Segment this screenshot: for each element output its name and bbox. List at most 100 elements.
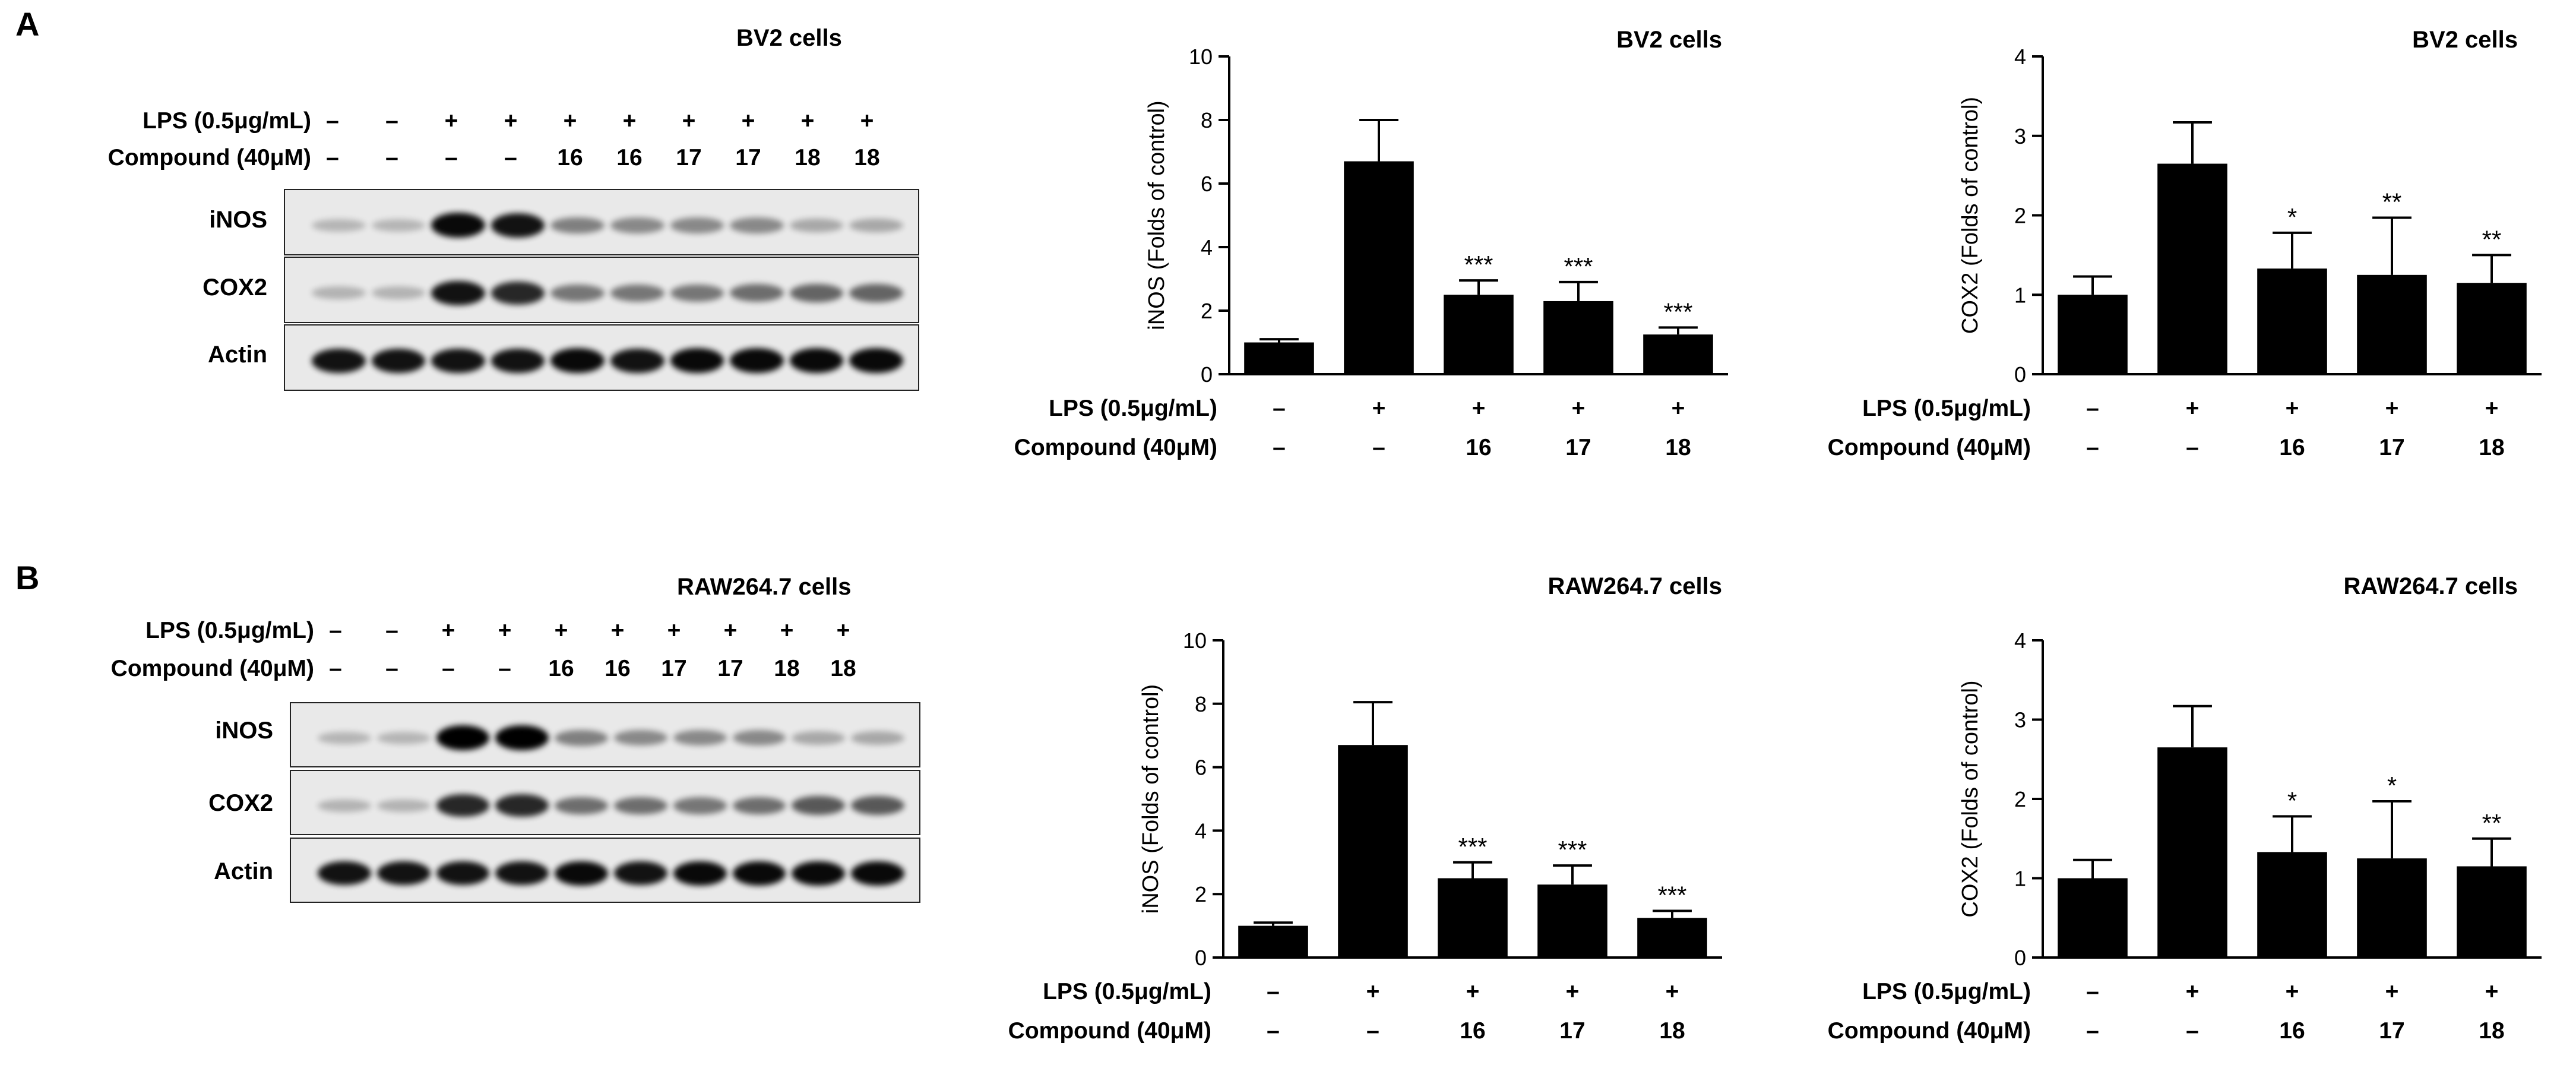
blot-band	[317, 861, 371, 886]
treatment-label: LPS (0.5μg/mL)	[1049, 396, 1217, 421]
bar	[2157, 163, 2227, 374]
blot-band	[376, 799, 431, 812]
treatment-cell: +	[1472, 396, 1486, 421]
y-tick-label: 1	[2014, 283, 2026, 307]
y-tick-label: 3	[2014, 708, 2026, 732]
bar	[2257, 268, 2327, 374]
bar	[1338, 745, 1408, 958]
blot-band	[730, 217, 784, 233]
treatment-cell: 17	[1559, 1018, 1585, 1044]
blot-band	[371, 348, 426, 373]
y-tick-label: 0	[1201, 362, 1213, 387]
significance-mark: **	[2482, 225, 2502, 253]
treatment-label: LPS (0.5μg/mL)	[1862, 396, 2031, 421]
bar	[1444, 295, 1514, 374]
panel-letter-a: A	[15, 5, 40, 43]
blot-band	[371, 219, 426, 232]
bar	[1643, 334, 1713, 374]
treatment-cell: –	[1273, 396, 1286, 421]
treatment-cell: –	[2086, 1018, 2099, 1044]
treatment-cell: –	[326, 145, 339, 170]
blot-band	[792, 796, 846, 816]
blot-band	[550, 217, 605, 234]
blot-band	[431, 280, 485, 305]
treatment-cell: +	[836, 618, 850, 643]
blot-band	[789, 348, 844, 374]
blot-band	[312, 286, 366, 300]
blot-band	[670, 348, 724, 374]
significance-mark: ***	[1464, 251, 1493, 279]
blot-band	[732, 730, 786, 746]
bar	[2058, 878, 2128, 958]
treatment-cell: –	[2086, 396, 2099, 421]
blot-band	[495, 861, 549, 886]
y-tick-label: 10	[1183, 628, 1207, 653]
blot-band	[851, 796, 904, 816]
chart-title: RAW264.7 cells	[1548, 573, 1723, 599]
blot-band	[849, 218, 903, 232]
treatment-cell: –	[385, 656, 398, 681]
y-tick-label: 0	[2014, 362, 2026, 387]
blot-band	[789, 218, 844, 232]
treatment-cell: +	[610, 618, 625, 643]
treatment-cell: +	[2286, 979, 2299, 1004]
bar-chart-1: BV2 cells 0 2 4 6 8 10 iNOS (Folds of control) *…	[1014, 27, 1728, 460]
treatment-cell: +	[860, 108, 874, 134]
y-tick-label: 2	[1195, 882, 1207, 906]
blot-strip-cox2	[290, 770, 920, 835]
blot-label-cox2: COX2	[208, 790, 273, 816]
blot-strip-cox2	[284, 257, 919, 323]
significance-mark: ***	[1657, 881, 1686, 909]
significance-mark: *	[2287, 203, 2297, 231]
blot-band	[730, 348, 784, 374]
blot-band	[555, 797, 608, 815]
blot-band	[732, 797, 786, 815]
blot-strip-actin	[284, 324, 919, 391]
blot-band	[673, 730, 727, 746]
bar	[2357, 274, 2427, 374]
significance-mark: *	[2287, 786, 2297, 814]
blot-band	[730, 284, 784, 302]
treatment-cell: 17	[2379, 435, 2404, 460]
treatment-cell: 18	[774, 656, 800, 681]
bar	[2457, 866, 2527, 958]
blot-band	[673, 861, 727, 886]
blot-band	[317, 731, 371, 744]
blot-band	[555, 729, 608, 746]
treatment-cell: +	[2186, 979, 2200, 1004]
treatment-cell: +	[1466, 979, 1480, 1004]
treatment-cell: +	[2286, 396, 2299, 421]
significance-mark: ***	[1663, 298, 1692, 326]
blot-strip-actin	[290, 838, 920, 903]
blot-band	[849, 348, 903, 374]
treatment-cell: 16	[557, 145, 583, 170]
treatment-cell: 16	[616, 145, 643, 170]
y-tick-label: 1	[2014, 867, 2026, 891]
treatment-cell: +	[1366, 979, 1380, 1004]
bar	[2357, 858, 2427, 958]
treatment-label: Compound (40μM)	[1828, 1018, 2031, 1044]
blot-band	[490, 213, 545, 238]
blot-band	[670, 284, 724, 302]
treatment-cell: –	[1267, 1018, 1280, 1044]
treatment-cell: –	[2086, 979, 2099, 1004]
bar	[1244, 342, 1314, 374]
treatment-label: Compound (40μM)	[107, 145, 311, 170]
bar	[1537, 884, 1607, 958]
treatment-label: Compound (40μM)	[110, 656, 314, 681]
chart-title: RAW264.7 cells	[2344, 573, 2518, 599]
y-tick-label: 4	[2014, 628, 2026, 653]
treatment-cell: –	[1372, 435, 1385, 460]
blot-label-cox2: COX2	[202, 274, 267, 301]
treatment-cell: +	[741, 108, 755, 134]
blot-band	[613, 797, 667, 815]
blot-band	[312, 348, 366, 373]
blot-band	[670, 217, 724, 233]
treatment-cell: +	[444, 108, 458, 134]
treatment-cell: –	[1366, 1018, 1379, 1044]
treatment-cell: +	[1572, 396, 1586, 421]
y-tick-label: 4	[1201, 235, 1213, 260]
treatment-cell: +	[2485, 979, 2499, 1004]
blot-band	[312, 219, 366, 232]
